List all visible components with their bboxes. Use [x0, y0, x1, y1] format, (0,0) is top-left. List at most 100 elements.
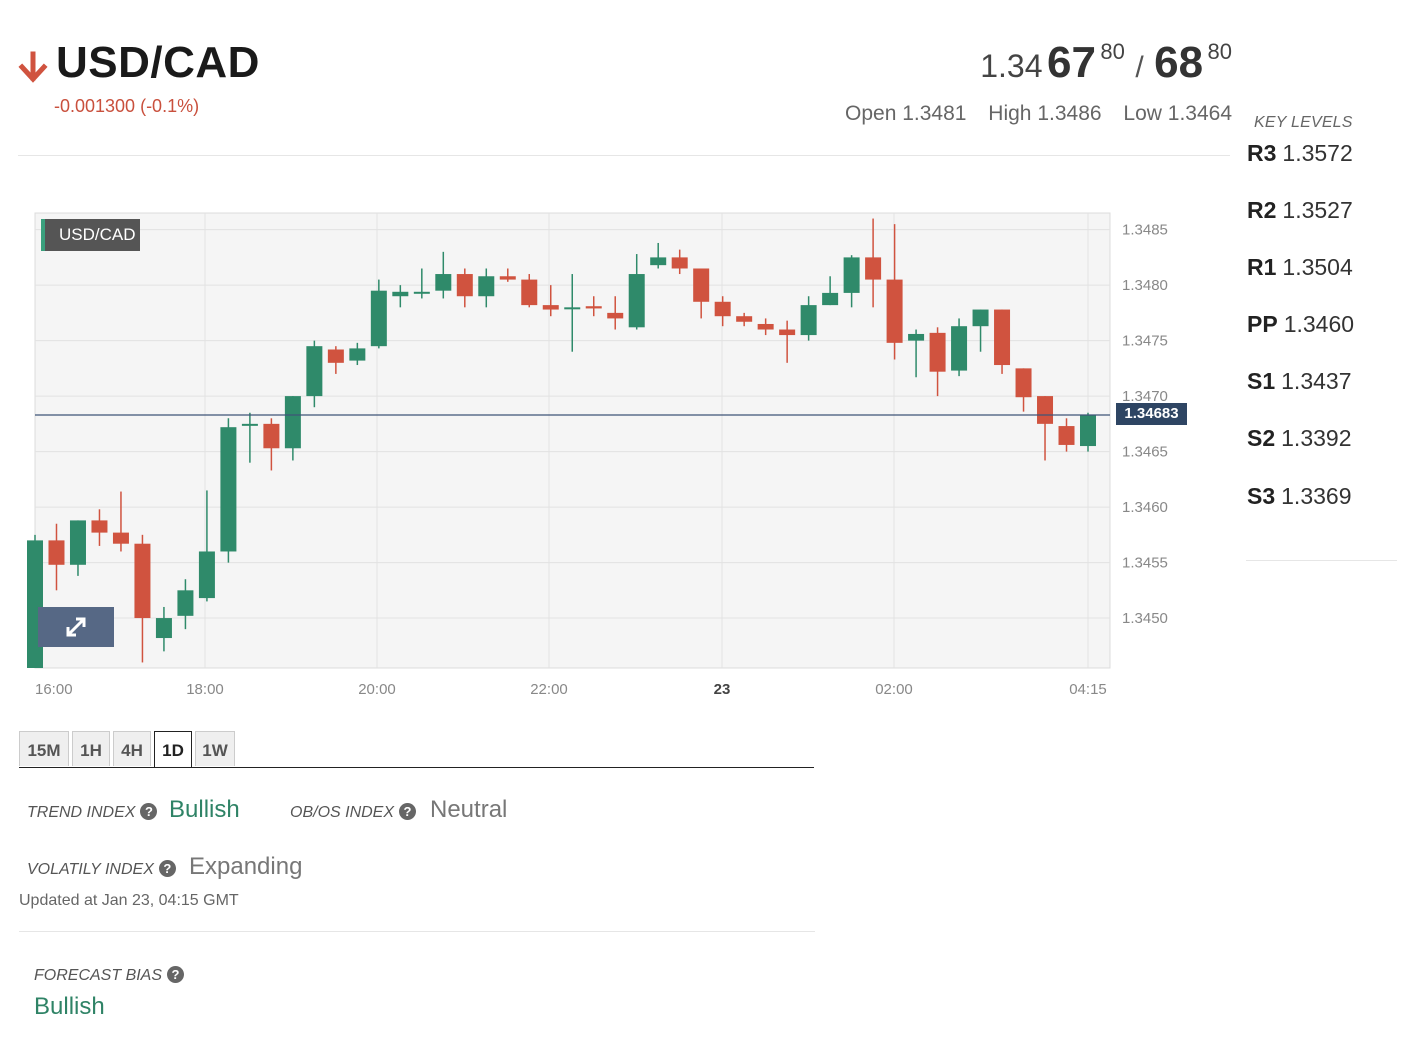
candle-body	[822, 292, 839, 306]
x-tick-label: 22:00	[530, 681, 568, 698]
candle-body	[994, 309, 1011, 366]
candle-body	[177, 590, 194, 616]
y-tick-label: 1.3485	[1122, 222, 1168, 239]
candle-body	[284, 396, 301, 449]
expand-chart-button[interactable]	[38, 607, 114, 647]
tab-1w[interactable]: 1W	[195, 731, 235, 766]
forecast-bias-value: Bullish	[34, 993, 105, 1020]
candle-body	[220, 427, 237, 552]
candle-body	[478, 276, 495, 297]
key-level-r2: R2 1.3527	[1247, 197, 1353, 224]
low-stat: Low 1.3464	[1123, 102, 1232, 125]
candle-body	[736, 316, 753, 322]
key-level-value: 1.3527	[1282, 197, 1353, 223]
current-price-tag: 1.34683	[1116, 403, 1187, 425]
tab-4h[interactable]: 4H	[113, 731, 151, 766]
candle-body	[607, 312, 624, 319]
candle-body	[521, 279, 538, 306]
key-level-name: R3	[1247, 140, 1277, 166]
pair-title: USD/CAD	[56, 38, 260, 87]
candle-body	[843, 257, 860, 293]
key-level-s2: S2 1.3392	[1247, 425, 1352, 452]
y-tick-label: 1.3465	[1122, 444, 1168, 461]
volatility-index-text: VOLATILY INDEX	[27, 861, 154, 878]
quote-separator: /	[1135, 51, 1144, 84]
updated-timestamp: Updated at Jan 23, 04:15 GMT	[19, 892, 239, 909]
key-level-name: S2	[1247, 425, 1276, 451]
tab-1d[interactable]: 1D	[154, 731, 192, 768]
candle-body	[886, 279, 903, 343]
candle-body	[1080, 414, 1096, 447]
question-circle-icon[interactable]: ?	[140, 803, 158, 820]
x-tick-label: 04:15	[1069, 681, 1107, 698]
candle-body	[693, 268, 710, 302]
key-level-value: 1.3504	[1282, 254, 1353, 280]
candle-body	[413, 291, 430, 294]
candle-body	[327, 349, 344, 363]
candle-body	[628, 274, 645, 328]
high-stat: High 1.3486	[988, 102, 1102, 125]
question-circle-icon[interactable]: ?	[399, 803, 417, 820]
obos-index-value: Neutral	[430, 796, 508, 823]
candlestick-chart[interactable]: 1.3450 1.3455 1.3460 1.3465 1.3470 1.3475 1.34…	[0, 205, 1200, 705]
volatility-index-value: Expanding	[189, 853, 303, 880]
tabs-underline	[19, 767, 814, 768]
candle-body	[564, 307, 581, 310]
candle-body	[1058, 426, 1075, 445]
key-level-name: PP	[1247, 311, 1278, 337]
ask-pip: 80	[1207, 39, 1232, 64]
candle-body	[1037, 396, 1054, 424]
candle-body	[757, 323, 774, 330]
y-tick-label: 1.3455	[1122, 555, 1168, 572]
candle-body	[48, 540, 65, 565]
bid-ask-quote: 1.34 67 80 / 68 80	[980, 38, 1232, 88]
open-stat: Open 1.3481	[845, 102, 967, 125]
tab-1h[interactable]: 1H	[72, 731, 110, 766]
key-level-name: R2	[1247, 197, 1277, 223]
candle-body	[155, 618, 172, 639]
key-level-name: S3	[1247, 483, 1276, 509]
key-level-name: S1	[1247, 368, 1276, 394]
y-tick-label: 1.3480	[1122, 277, 1168, 294]
candle-body	[112, 532, 129, 544]
trend-index-label: TREND INDEX?	[27, 803, 158, 822]
candle-body	[714, 301, 731, 317]
x-tick-label: 20:00	[358, 681, 396, 698]
key-levels-title: KEY LEVELS	[1254, 114, 1353, 131]
key-levels-divider	[1246, 560, 1397, 561]
key-level-value: 1.3392	[1281, 425, 1352, 451]
candle-body	[865, 257, 882, 280]
candle-body	[349, 348, 366, 361]
x-tick-label: 18:00	[186, 681, 224, 698]
price-change: -0.001300 (-0.1%)	[54, 96, 200, 116]
candle-body	[456, 274, 473, 297]
header-divider	[18, 155, 1230, 156]
key-level-value: 1.3460	[1283, 311, 1355, 337]
key-level-r3: R3 1.3572	[1247, 140, 1353, 167]
candle-body	[1015, 368, 1032, 398]
forecast-bias-text: FORECAST BIAS	[34, 967, 163, 984]
question-circle-icon[interactable]: ?	[158, 860, 176, 877]
volatility-index-label: VOLATILY INDEX?	[27, 860, 176, 879]
candle-body	[263, 423, 280, 449]
candle-body	[370, 290, 387, 347]
bid-prefix: 1.34	[980, 48, 1043, 84]
question-circle-icon[interactable]: ?	[167, 966, 185, 983]
expand-icon	[66, 617, 86, 637]
candle-body	[27, 540, 43, 668]
candle-body	[306, 346, 323, 397]
candle-body	[908, 333, 925, 341]
obos-index-text: OB/OS INDEX	[290, 804, 395, 821]
candle-body	[499, 276, 516, 280]
candle-body	[91, 520, 108, 533]
y-tick-label: 1.3460	[1122, 499, 1168, 516]
key-level-value: 1.3572	[1282, 140, 1353, 166]
candle-body	[671, 257, 688, 269]
candle-body	[435, 274, 452, 291]
x-tick-label: 02:00	[875, 681, 913, 698]
x-tick-label: 16:00	[35, 681, 73, 698]
arrow-down-icon	[18, 51, 48, 83]
tab-15m[interactable]: 15M	[19, 731, 69, 766]
candle-body	[198, 551, 215, 599]
ohl-stats: Open 1.3481 High 1.3486 Low 1.3464	[829, 102, 1232, 126]
